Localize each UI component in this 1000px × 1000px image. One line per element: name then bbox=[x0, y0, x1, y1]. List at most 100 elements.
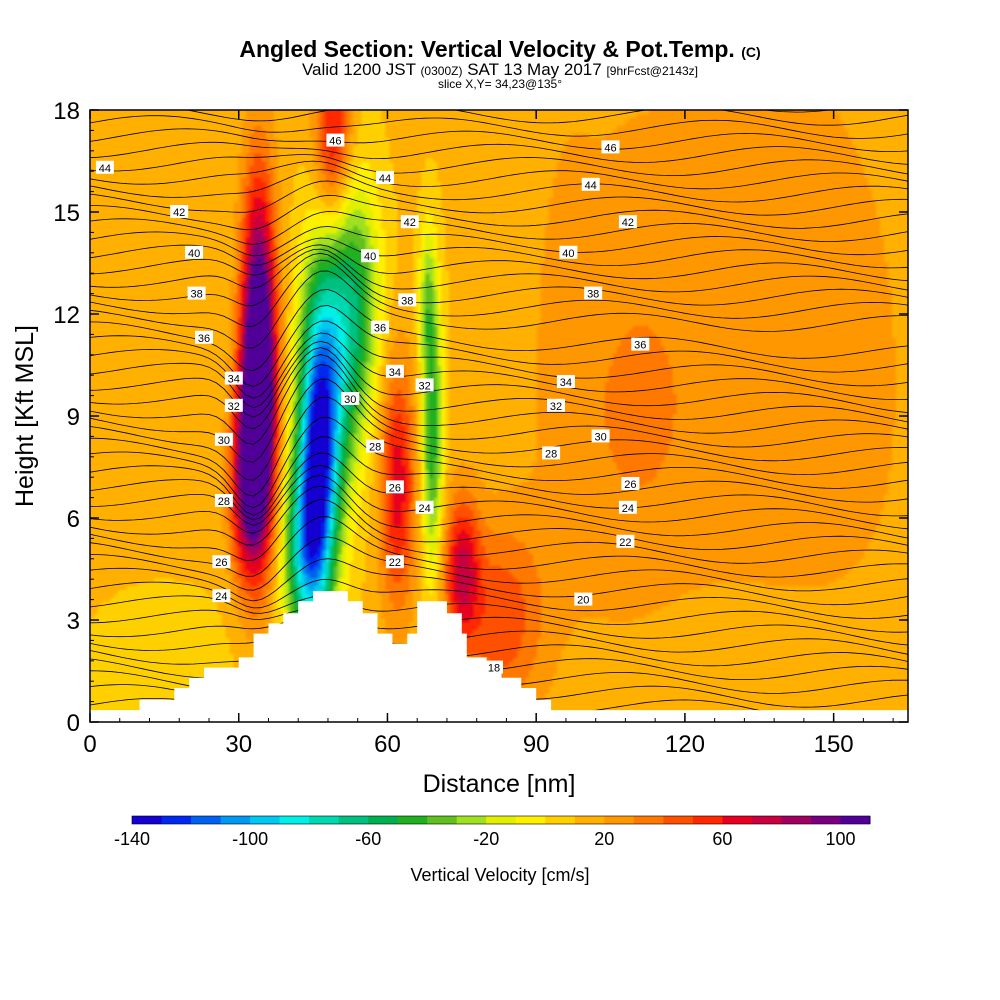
isentrope-label-text: 24 bbox=[418, 503, 430, 515]
isentrope-label: 30 bbox=[214, 432, 233, 447]
isentrope-line bbox=[90, 416, 908, 509]
isentrope-label: 28 bbox=[366, 439, 385, 454]
isentrope-line bbox=[90, 289, 908, 372]
isentrope-label-text: 36 bbox=[198, 333, 210, 345]
isentrope-line bbox=[90, 210, 908, 245]
isentrope-label-text: 44 bbox=[99, 163, 111, 175]
isentrope-label-text: 46 bbox=[329, 136, 341, 148]
isentrope-line bbox=[90, 226, 908, 257]
colorbar-swatch bbox=[338, 816, 369, 824]
x-tick-label: 0 bbox=[83, 731, 96, 758]
isentrope-label-bg bbox=[616, 534, 635, 548]
isentrope-label-bg bbox=[341, 392, 360, 405]
isentrope-label-text: 32 bbox=[418, 380, 430, 392]
isentrope-label: 38 bbox=[398, 293, 417, 307]
isentrope-label: 30 bbox=[341, 392, 360, 406]
isentrope-label-text: 22 bbox=[389, 557, 401, 569]
isentrope-label: 32 bbox=[224, 398, 243, 413]
isentrope-label-text: 38 bbox=[190, 289, 202, 301]
colorbar-swatch bbox=[427, 816, 458, 824]
isentrope-label: 42 bbox=[618, 215, 637, 229]
isentrope-label: 46 bbox=[601, 140, 620, 154]
x-tick-label: 120 bbox=[665, 731, 705, 758]
colorbar-swatch bbox=[279, 816, 310, 824]
isentrope-label-bg bbox=[95, 160, 114, 174]
isentrope-line bbox=[90, 259, 908, 328]
subtitle-valid: Valid 1200 JST bbox=[301, 60, 416, 79]
isentrope-label: 30 bbox=[591, 429, 610, 443]
isentrope-label-bg bbox=[556, 375, 575, 388]
isentrope-label-text: 44 bbox=[379, 173, 391, 185]
isentrope-label: 24 bbox=[415, 500, 434, 515]
isentrope-line bbox=[90, 248, 908, 293]
isentrope-label: 40 bbox=[185, 245, 204, 260]
subtitle-zulu: (0300Z) bbox=[420, 64, 463, 78]
isentrope-line bbox=[90, 141, 908, 165]
isentrope-line bbox=[506, 110, 832, 113]
isentrope-label-bg bbox=[559, 245, 578, 259]
isentrope-label-bg bbox=[185, 245, 204, 259]
isentrope-label-bg bbox=[631, 337, 650, 351]
isentrope-label-text: 46 bbox=[604, 142, 616, 154]
isentrope-label-text: 30 bbox=[594, 431, 606, 443]
isentrope-label: 22 bbox=[385, 555, 404, 569]
isentrope-line bbox=[90, 499, 908, 564]
isentrope-labels: 44 46 46 44 44 42 42 42 40 40 40 38 38 38 36 36 36 34 34 32… bbox=[95, 133, 650, 675]
isentrope-label-text: 24 bbox=[622, 503, 634, 515]
isentrope-label-bg bbox=[224, 398, 243, 412]
x-axis-label: Distance [nm] bbox=[423, 770, 576, 798]
isentrope-label-bg bbox=[187, 286, 206, 300]
colorbar-swatch bbox=[309, 816, 340, 824]
isentrope-label: 36 bbox=[371, 320, 389, 335]
y-tick-label: 18 bbox=[53, 98, 80, 125]
isentrope-label-text: 26 bbox=[624, 479, 636, 491]
colorbar-swatch bbox=[132, 816, 162, 824]
x-tick-label: 90 bbox=[523, 731, 550, 758]
isentrope-label: 26 bbox=[621, 477, 640, 491]
colorbar-swatch bbox=[161, 816, 192, 824]
chart-title: Angled Section: Vertical Velocity & Pot.… bbox=[0, 36, 1000, 63]
colorbar-swatch bbox=[220, 816, 251, 824]
isentrope-label: 44 bbox=[376, 171, 394, 185]
isentrope-label-text: 30 bbox=[218, 435, 230, 447]
isentrope-label-bg bbox=[224, 371, 243, 385]
isentrope-label-text: 40 bbox=[188, 248, 200, 260]
isentrope-line bbox=[90, 378, 908, 481]
isentrope-label-bg bbox=[376, 171, 394, 184]
colorbar-tick-label: 60 bbox=[712, 829, 732, 849]
x-tick-label: 60 bbox=[374, 731, 401, 758]
isentrope-label: 18 bbox=[485, 660, 503, 675]
isentrope-label-text: 40 bbox=[364, 251, 376, 263]
isentrope-label-text: 32 bbox=[550, 401, 562, 413]
x-tick-label: 150 bbox=[814, 731, 854, 758]
colorbar-swatch bbox=[250, 816, 281, 824]
isentrope-label-text: 20 bbox=[577, 595, 589, 607]
y-tick-label: 12 bbox=[53, 302, 80, 329]
colorbar-swatch bbox=[811, 816, 841, 824]
isentrope-label-bg bbox=[170, 205, 189, 218]
colorbar-swatch bbox=[456, 816, 487, 824]
isentrope-label-text: 26 bbox=[389, 482, 401, 494]
colorbar-swatch bbox=[663, 816, 694, 824]
isentrope-label: 46 bbox=[326, 133, 345, 148]
colorbar-swatch bbox=[781, 816, 812, 824]
isentrope-label-bg bbox=[400, 215, 419, 229]
isentrope-label-text: 36 bbox=[374, 323, 386, 335]
isentrope-label-text: 28 bbox=[369, 442, 381, 454]
colorbar-swatch bbox=[751, 816, 782, 824]
isentrope-label-text: 22 bbox=[619, 537, 631, 549]
colorbar-tick-label: -60 bbox=[355, 829, 381, 849]
isentrope-line bbox=[90, 252, 908, 307]
isentrope-label-text: 42 bbox=[622, 217, 634, 229]
isentrope-label: 34 bbox=[556, 375, 575, 389]
colorbar-tick-label: -140 bbox=[114, 829, 150, 849]
isentrope-label-bg bbox=[385, 364, 404, 378]
isentrope-line bbox=[90, 536, 908, 592]
isentrope-line bbox=[90, 396, 908, 497]
isentrope-label: 42 bbox=[400, 215, 419, 229]
colorbar-swatch bbox=[722, 816, 753, 824]
isentrope-line bbox=[90, 607, 908, 646]
isentrope-label-bg bbox=[385, 480, 404, 494]
isentrope-line bbox=[185, 110, 908, 126]
isentrope-label-bg bbox=[591, 429, 610, 443]
